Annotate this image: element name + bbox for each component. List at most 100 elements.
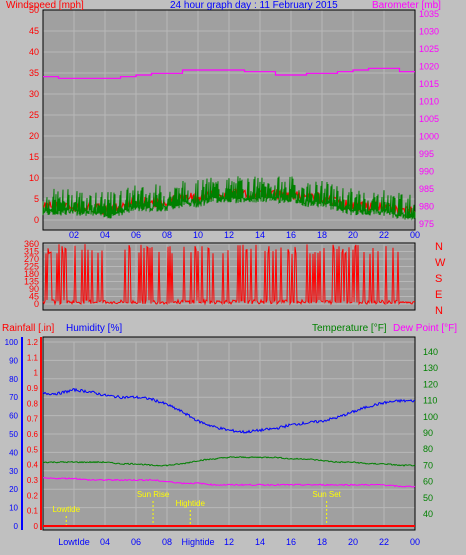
x-tick-label: 18 xyxy=(317,537,327,547)
dew-label: Dew Point [°F] xyxy=(393,323,457,334)
event-markers: Lowtide Sun Rise Hightide Sun Set xyxy=(52,490,342,526)
top-series xyxy=(42,67,416,221)
dir-plot-border xyxy=(42,242,416,311)
left-tick-label: 45 xyxy=(29,26,39,36)
compass-label: N xyxy=(435,305,443,317)
compass-label: N xyxy=(435,241,443,253)
left-tick-label: 30 xyxy=(29,89,39,99)
x-tick-label: 00 xyxy=(410,230,420,240)
right-tick-label: 1015 xyxy=(419,79,439,89)
x-tick-label: 02 xyxy=(69,230,79,240)
right-tick-label: 990 xyxy=(419,167,434,177)
marker-label: Sun Rise xyxy=(137,490,170,499)
right-tick-label: 995 xyxy=(419,149,434,159)
x-tick-label: 10 xyxy=(193,230,203,240)
temp-tick-label: 110 xyxy=(423,396,437,406)
rain-tick-label: 0.9 xyxy=(27,384,39,393)
humidity-label: Humidity [%] xyxy=(66,323,122,334)
x-tick-label: 06 xyxy=(131,230,141,240)
left-tick-label: 40 xyxy=(29,47,39,57)
x-tick-label: Hightide xyxy=(181,537,214,547)
rain-tick-label: 0.2 xyxy=(27,491,39,500)
x-tick-label: 14 xyxy=(255,230,265,240)
x-tick-label: LowtIde xyxy=(58,537,90,547)
gust-line xyxy=(42,176,416,221)
bottom-panel: Rainfall [.in] Humidity [%] Temperature … xyxy=(2,323,457,547)
x-tick-label: 20 xyxy=(348,537,358,547)
temp-tick-label: 50 xyxy=(423,493,433,503)
temp-tick-label: 90 xyxy=(423,428,433,438)
marker-label: Lowtide xyxy=(52,505,80,514)
bottom-plot-border xyxy=(42,336,416,531)
rain-tick-label: 0 xyxy=(34,522,39,531)
humidity-tick-label: 100 xyxy=(5,338,19,347)
x-tick-label: 16 xyxy=(286,537,296,547)
left-tick-label: 50 xyxy=(29,5,39,15)
top-x-ticks: 02 04 06 08 10 12 14 16 18 20 22 00 xyxy=(69,230,420,240)
compass-label: S xyxy=(435,273,442,285)
x-tick-label: 04 xyxy=(100,537,110,547)
x-tick-label: 22 xyxy=(379,230,389,240)
bottom-grid xyxy=(43,341,416,527)
humidity-tick-label: 30 xyxy=(9,467,18,476)
x-tick-label: 08 xyxy=(162,537,172,547)
bottom-series xyxy=(42,387,416,527)
temp-tick-label: 120 xyxy=(423,379,438,389)
right-tick-label: 975 xyxy=(419,219,434,229)
left-tick-label: 10 xyxy=(29,173,39,183)
left-tick-label: 25 xyxy=(29,110,39,120)
humidity-tick-label: 10 xyxy=(9,504,18,513)
wind-direction-line xyxy=(42,244,416,306)
right-tick-label: 1030 xyxy=(419,27,439,37)
x-tick-label: 04 xyxy=(100,230,110,240)
left-tick-label: 5 xyxy=(34,194,39,204)
rain-tick-label: 0.1 xyxy=(27,507,39,516)
dir-tick-label: 225 xyxy=(24,262,39,272)
humidity-tick-label: 60 xyxy=(9,412,18,421)
x-tick-label: 00 xyxy=(410,537,420,547)
x-tick-label: 12 xyxy=(224,537,234,547)
x-tick-label: 18 xyxy=(317,230,327,240)
right-tick-label: 1020 xyxy=(419,62,439,72)
dir-tick-label: 315 xyxy=(24,247,39,257)
temp-tick-label: 70 xyxy=(423,460,433,470)
x-tick-label: 12 xyxy=(224,230,234,240)
left-tick-label: 15 xyxy=(29,152,39,162)
right-tick-label: 985 xyxy=(419,184,434,194)
temp-tick-label: 60 xyxy=(423,477,433,487)
bottom-x-ticks: LowtIde 04 06 08 Hightide 12 14 16 18 20 22 00 xyxy=(58,537,420,547)
rain-tick-label: 1 xyxy=(34,369,39,378)
right-tick-label: 1000 xyxy=(419,132,439,142)
temp-tick-label: 40 xyxy=(423,509,433,519)
humidity-tick-label: 40 xyxy=(9,448,18,457)
top-right-label: Barometer [mb] xyxy=(372,0,441,11)
rain-tick-label: 0.8 xyxy=(27,399,39,408)
rain-tick-label: 1.2 xyxy=(27,338,39,347)
rain-label: Rainfall [.in] xyxy=(2,323,54,334)
rain-tick-label: 0.5 xyxy=(27,445,39,454)
top-left-label: Windspeed [mph] xyxy=(6,0,84,11)
x-tick-label: 06 xyxy=(131,537,141,547)
x-tick-label: 08 xyxy=(162,230,172,240)
humidity-tick-label: 90 xyxy=(9,356,18,365)
dir-tick-label: 180 xyxy=(24,269,39,279)
dir-series xyxy=(42,244,416,306)
dir-tick-label: 270 xyxy=(24,254,39,264)
top-title: 24 hour graph day : 11 February 2015 xyxy=(170,0,338,11)
temperature-line xyxy=(42,456,416,467)
right-tick-label: 1025 xyxy=(419,44,439,54)
marker-label: Hightide xyxy=(176,499,206,508)
humidity-tick-label: 20 xyxy=(9,485,18,494)
humidity-tick-label: 50 xyxy=(9,430,18,439)
x-tick-label: 20 xyxy=(348,230,358,240)
humidity-line xyxy=(42,387,416,434)
left-tick-label: 0 xyxy=(34,215,39,225)
right-tick-label: 980 xyxy=(419,202,434,212)
dir-tick-label: 360 xyxy=(24,239,39,249)
dir-tick-label: 135 xyxy=(24,277,39,287)
